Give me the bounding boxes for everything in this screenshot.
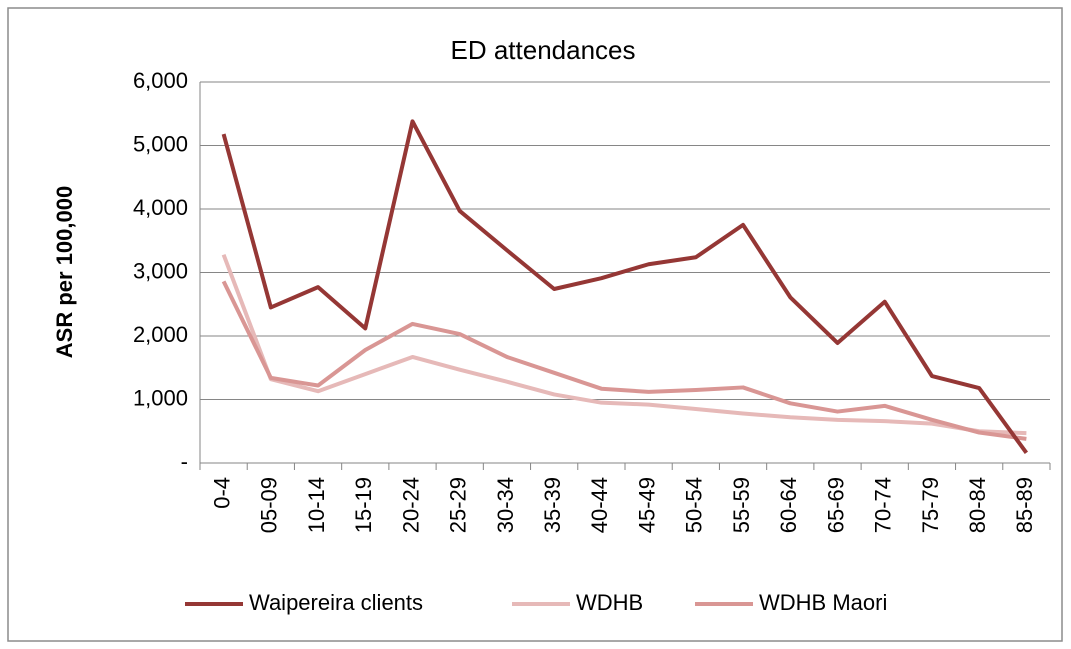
x-tick-label: 80-84 <box>965 477 990 533</box>
x-tick-label: 20-24 <box>398 477 423 533</box>
legend-label: WDHB Maori <box>759 590 887 615</box>
y-tick-label: 6,000 <box>133 68 188 93</box>
x-tick-label: 75-79 <box>918 477 943 533</box>
x-tick-label: 45-49 <box>634 477 659 533</box>
y-tick-label: 3,000 <box>133 258 188 283</box>
legend-label: WDHB <box>576 590 643 615</box>
y-tick-label: 5,000 <box>133 131 188 156</box>
y-tick-label: 2,000 <box>133 322 188 347</box>
x-tick-label: 0-4 <box>209 477 234 509</box>
x-tick-label: 10-14 <box>304 477 329 533</box>
x-tick-label: 35-39 <box>540 477 565 533</box>
x-tick-label: 05-09 <box>257 477 282 533</box>
x-tick-label: 15-19 <box>351 477 376 533</box>
x-tick-label: 40-44 <box>587 477 612 533</box>
x-tick-label: 25-29 <box>446 477 471 533</box>
y-tick-label: - <box>181 449 188 474</box>
x-tick-label: 30-34 <box>493 477 518 533</box>
chart-border <box>7 7 1063 642</box>
series-line <box>221 280 1027 441</box>
x-tick-label: 50-54 <box>682 477 707 533</box>
x-tick-label: 55-59 <box>729 477 754 533</box>
y-tick-label: 4,000 <box>133 195 188 220</box>
series-line <box>221 119 1029 455</box>
x-tick-label: 85-89 <box>1012 477 1037 533</box>
series-line <box>221 254 1027 436</box>
chart-title: ED attendances <box>450 35 635 65</box>
y-axis-label: ASR per 100,000 <box>52 186 77 358</box>
legend-label: Waipereira clients <box>249 590 423 615</box>
x-tick-label: 65-69 <box>823 477 848 533</box>
x-tick-label: 60-64 <box>776 477 801 533</box>
x-tick-label: 70-74 <box>871 477 896 533</box>
y-tick-label: 1,000 <box>133 385 188 410</box>
